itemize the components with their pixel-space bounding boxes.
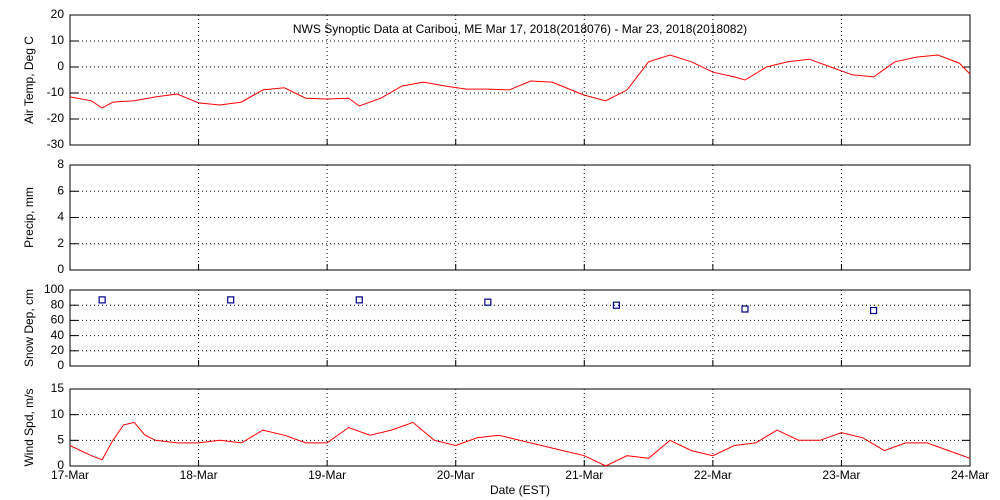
y-tick-label: 8 <box>57 157 64 171</box>
y-tick-label: 10 <box>51 33 65 47</box>
y-tick-label: 0 <box>57 59 64 73</box>
y-tick-label: 4 <box>57 210 64 224</box>
y-tick-label: 0 <box>57 262 64 276</box>
x-tick-label: 21-Mar <box>565 468 603 482</box>
data-point <box>355 296 363 304</box>
data-point <box>227 296 235 304</box>
y-tick-label: 10 <box>51 407 65 421</box>
y-tick-label: 0 <box>57 358 64 372</box>
data-point <box>741 305 749 313</box>
x-tick-label: 17-Mar <box>51 468 89 482</box>
y-tick-label: 80 <box>51 297 65 311</box>
y-tick-label: 0 <box>57 458 64 472</box>
data-point <box>869 306 878 315</box>
y-tick-label: 20 <box>51 343 65 357</box>
data-point <box>612 301 621 309</box>
x-tick-label: 19-Mar <box>308 468 346 482</box>
y-tick-label: 100 <box>44 282 64 296</box>
y-tick-label: 60 <box>51 313 65 327</box>
y-tick-label: -20 <box>47 111 65 125</box>
data-line <box>69 54 971 109</box>
y-axis-label: Precip, mm <box>22 187 36 248</box>
y-tick-label: 20 <box>51 7 65 21</box>
y-tick-label: 5 <box>57 433 64 447</box>
data-line <box>69 421 971 467</box>
x-tick-label: 22-Mar <box>694 468 732 482</box>
y-tick-label: 2 <box>57 236 64 250</box>
y-tick-label: 40 <box>51 328 65 342</box>
y-tick-label: 6 <box>57 183 64 197</box>
y-axis-label: Snow Dep, cm <box>22 289 36 367</box>
x-tick-label: 18-Mar <box>180 468 218 482</box>
x-tick-label: 20-Mar <box>437 468 475 482</box>
plot-frame <box>69 289 971 367</box>
plot-frame <box>69 388 971 467</box>
x-tick-label: 24-Mar <box>951 468 989 482</box>
y-axis-label: Air Temp, Deg C <box>22 36 36 124</box>
x-axis-label: Date (EST) <box>490 483 550 497</box>
y-axis-label: Wind Spd, m/s <box>22 388 36 466</box>
chart-title: NWS Synoptic Data at Caribou, ME Mar 17,… <box>293 22 747 36</box>
y-tick-label: 15 <box>51 381 65 395</box>
y-tick-label: -10 <box>47 85 65 99</box>
data-point <box>484 298 492 306</box>
y-tick-label: -30 <box>47 137 65 151</box>
x-tick-label: 23-Mar <box>822 468 860 482</box>
data-point <box>98 296 106 304</box>
